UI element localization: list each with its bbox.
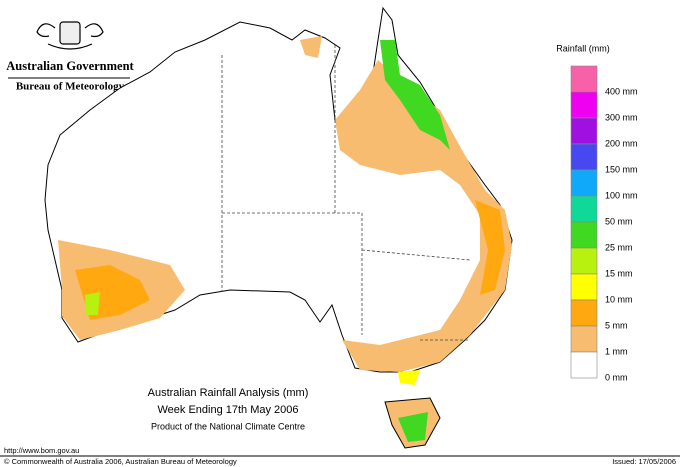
legend-label: 10 mm xyxy=(605,294,633,304)
legend-swatch xyxy=(570,273,598,301)
legend-label: 150 mm xyxy=(605,164,638,174)
footer-url: http://www.bom.gov.au xyxy=(4,446,79,455)
legend-label: 15 mm xyxy=(605,268,633,278)
map-title: Australian Rainfall Analysis (mm) xyxy=(148,387,309,399)
legend-label: 25 mm xyxy=(605,242,633,252)
legend-swatch xyxy=(570,299,598,327)
legend-swatch xyxy=(570,91,598,119)
map-subtitle: Week Ending 17th May 2006 xyxy=(157,404,298,416)
legend-swatch xyxy=(570,65,598,93)
legend-swatch xyxy=(570,169,598,197)
legend-swatch xyxy=(570,325,598,353)
australia xyxy=(44,6,513,449)
government-name: Australian Government xyxy=(6,59,134,73)
legend-label: 0 mm xyxy=(605,372,628,382)
legend-label: 50 mm xyxy=(605,216,633,226)
footer-copyright: © Commonwealth of Australia 2006, Austra… xyxy=(4,457,237,466)
legend-label: 1 mm xyxy=(605,346,628,356)
legend-label: 300 mm xyxy=(605,112,638,122)
legend-label: 200 mm xyxy=(605,138,638,148)
bureau-name: Bureau of Meteorology xyxy=(16,81,125,93)
legend-swatch xyxy=(570,221,598,249)
legend-swatch xyxy=(570,195,598,223)
legend-swatch xyxy=(570,143,598,171)
crest xyxy=(36,21,104,50)
legend-title: Rainfall (mm) xyxy=(556,43,610,53)
footer-issued: Issued: 17/05/2006 xyxy=(612,457,676,466)
map-credit: Product of the National Climate Centre xyxy=(151,421,305,431)
legend-swatch xyxy=(570,117,598,145)
legend-swatch xyxy=(570,247,598,275)
legend-label: 400 mm xyxy=(605,86,638,96)
legend-swatch xyxy=(570,351,598,379)
legend-label: 100 mm xyxy=(605,190,638,200)
legend: Rainfall (mm) 400 mm 300 mm 200 mm 150 mm 10… xyxy=(556,43,637,382)
legend-label: 5 mm xyxy=(605,320,628,330)
